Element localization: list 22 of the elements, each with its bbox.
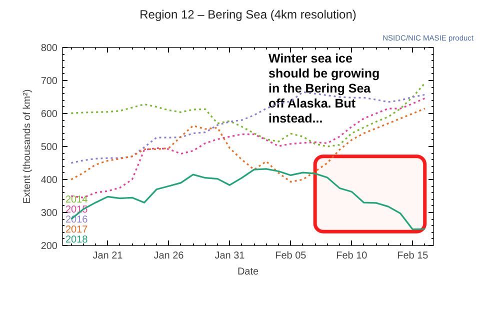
line-series (70, 108, 426, 183)
chart-title: Region 12 – Bering Sea (4km resolution) (140, 8, 356, 22)
y-tick-label: 200 (40, 241, 58, 252)
x-axis-title: Date (237, 266, 259, 278)
x-tick-label: Feb 05 (275, 250, 307, 262)
x-tick-label: Jan 21 (92, 250, 124, 262)
y-tick-label: 500 (40, 142, 58, 153)
line-series (70, 82, 426, 148)
y-tick-label: 300 (40, 208, 58, 219)
x-tick-label: Jan 31 (214, 250, 246, 262)
y-tick-label: 800 (40, 43, 58, 54)
y-tick-label: 700 (40, 76, 58, 87)
x-tick-label: Feb 15 (397, 250, 429, 262)
text: 2014 (66, 194, 88, 206)
y-tick-label: 400 (40, 175, 58, 186)
y-tick-label: 600 (40, 109, 58, 120)
series-label: 2018 (66, 234, 88, 246)
x-tick-label: Feb 10 (336, 250, 368, 262)
text: 2017 (66, 224, 88, 236)
text: 2016 (66, 214, 88, 226)
x-tick-label: Jan 26 (154, 250, 184, 262)
y-axis-title: Extent (thousands of km²) (22, 89, 33, 204)
